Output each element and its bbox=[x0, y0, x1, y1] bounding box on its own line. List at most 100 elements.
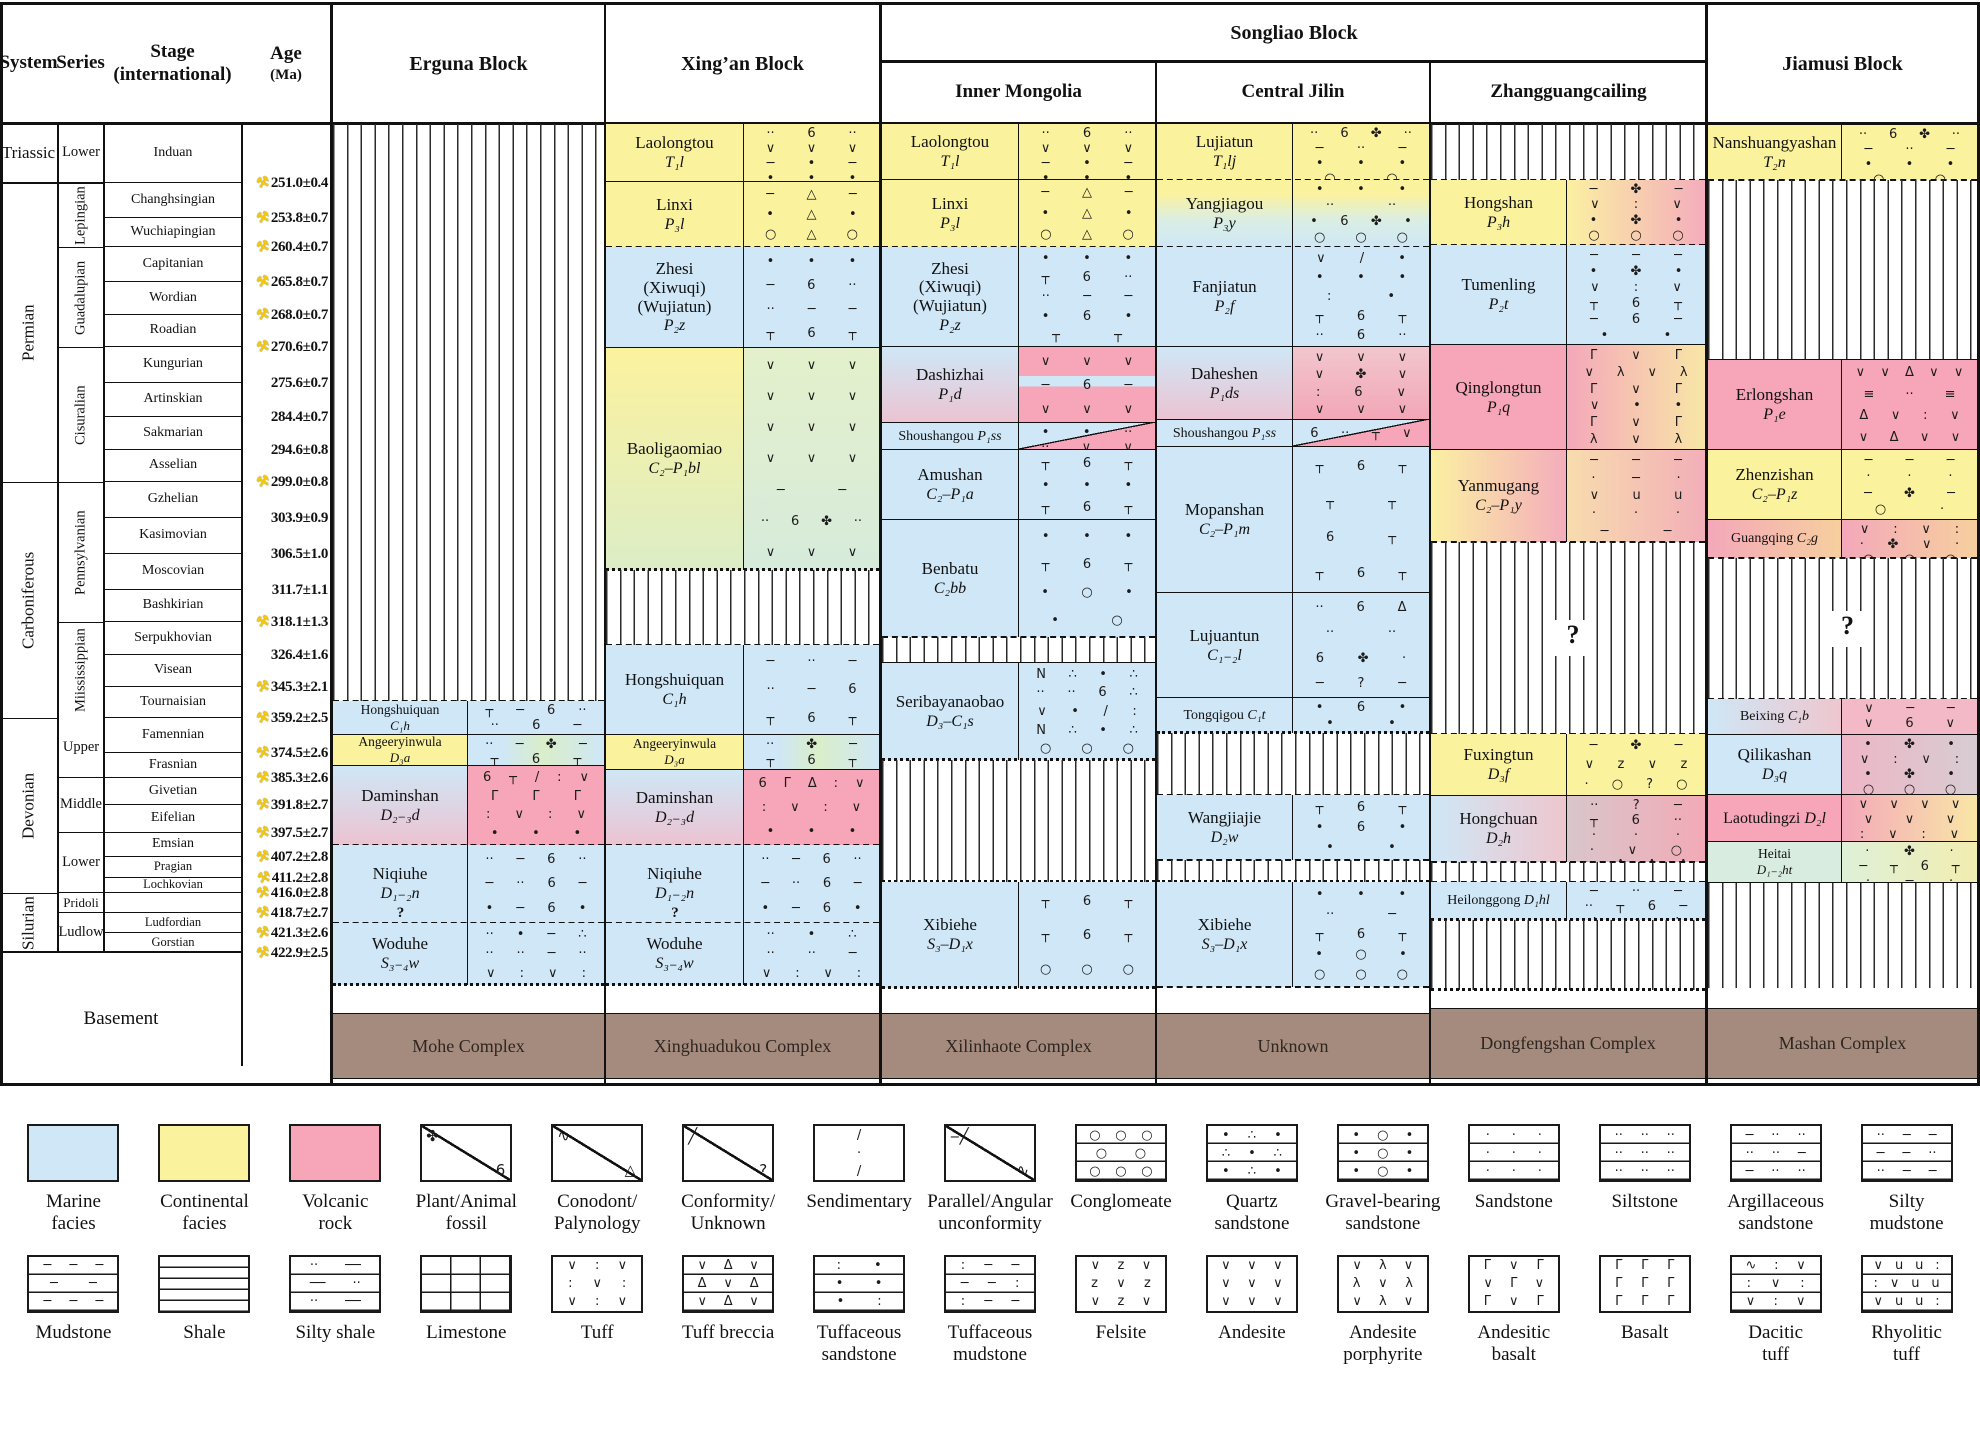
system-cell: Triassic bbox=[0, 124, 57, 183]
legend-swatch: · · · · · · · · · bbox=[1467, 1124, 1560, 1182]
boundary-solid bbox=[333, 734, 604, 735]
lithology-pattern: ─ ─ ─ · ─ · ∨ u u · · · ─ ─ bbox=[1567, 450, 1705, 542]
formation-name: Hongshuiquan bbox=[360, 701, 440, 717]
pattern-row: ┬ 6 ┬ bbox=[1041, 927, 1133, 943]
formation-code: C₂–P₁m bbox=[1198, 521, 1251, 539]
pattern-row: ·· ∨ ∨ bbox=[1041, 440, 1133, 450]
pattern-row: ─ ·· ─ bbox=[1315, 141, 1407, 156]
pattern-row: : ∨ u u bbox=[1873, 1276, 1940, 1292]
formation-code: P₂f bbox=[1214, 298, 1235, 316]
hammer-icon: ⚒ bbox=[255, 473, 271, 491]
formation-code: S₃₋₄w bbox=[655, 955, 694, 973]
boundary-solid bbox=[333, 765, 604, 766]
lithology-pattern: ∨:∨:·✤∨·○○○ bbox=[1842, 520, 1977, 558]
formation-name: Amushan bbox=[917, 465, 983, 485]
stage-cell: Bashkirian bbox=[105, 590, 241, 622]
boundary-dashed bbox=[1157, 986, 1429, 988]
pattern-row: ·· • ─ ∴ bbox=[485, 927, 587, 943]
pattern-row: ∨ ∨ ∨ bbox=[765, 420, 858, 436]
pattern-row: ┬ 6 ┬ bbox=[1315, 459, 1407, 475]
legend-item: ∨ z ∨ z ∨ z ∨ z ∨ Felsite bbox=[1056, 1254, 1187, 1344]
stage-cell: Visean bbox=[105, 655, 241, 687]
legend-item: : ─ ─ ─ ─:: ─ ─ Tuffaceous mudstone bbox=[925, 1254, 1056, 1366]
formation-code: C₁h bbox=[662, 691, 687, 709]
pattern-row: ··── bbox=[766, 302, 857, 318]
grid-line bbox=[1429, 63, 1431, 1085]
series-cell: Upper bbox=[59, 718, 103, 778]
pattern-row: ─ ─ bbox=[776, 482, 847, 498]
pattern-row: ∿∨:∨ bbox=[1848, 731, 1971, 735]
pattern-row: λ ∨ λ bbox=[1589, 432, 1683, 448]
pattern-row: ─ 6 ·· bbox=[766, 277, 857, 293]
pattern-row: ┬ 6 ┬ bbox=[766, 326, 857, 342]
grid-line bbox=[241, 124, 243, 1066]
pattern-row: ─? ─ bbox=[1315, 675, 1407, 691]
pattern-row: 6 ✤ · bbox=[1315, 650, 1407, 666]
lithology-pattern: ─ ✤ ─ ∨: ∨ • ✤ • ○ ○ ○ bbox=[1567, 180, 1705, 245]
pattern-row: ─ △ ─ bbox=[1041, 185, 1133, 200]
boundary-solid bbox=[1708, 519, 1977, 520]
lithology-pattern: ┬ ─ 6 ·· ·· 6 ─ bbox=[468, 701, 604, 735]
legend-item: • ○ • • ○ • • ○ • Gravel-bearing sandstone bbox=[1317, 1124, 1448, 1235]
formation-code: D₃a bbox=[389, 750, 411, 766]
legend-item: ─ ─ ─ ─ ─ ─ ─ ─ Mudstone bbox=[8, 1254, 139, 1344]
pattern-row: ○○○ bbox=[1862, 782, 1957, 795]
question-mark: ? bbox=[671, 905, 679, 921]
pattern-row: ┬ 6 ┬ bbox=[1041, 499, 1133, 515]
pattern-row: • ✤ • bbox=[1864, 767, 1955, 782]
pattern-row: ∨ λ ∨ λ bbox=[1584, 364, 1688, 380]
formation-name: Wangjiajie bbox=[1187, 807, 1262, 827]
lithology-pattern: ∨ ∨ Δ ∨ ∨ ≡ ·· ≡ Δ ∨: ∨ ∨ Δ ∨ ∨ bbox=[1842, 360, 1977, 450]
lithology-pattern: • • • ─ 6 ·· ·· ─ ─ ┬ 6 ┬ bbox=[744, 247, 879, 348]
formation-code: D₁₋₂n bbox=[380, 885, 420, 903]
pattern-row: • 6 • bbox=[1041, 308, 1133, 324]
gap-no-record bbox=[333, 124, 604, 701]
lithology-pattern: 6 ┬ /: ∨ Γ Γ Γ: ∨: ∨ • • • bbox=[468, 766, 604, 845]
formation-name: Xibiehe bbox=[1197, 914, 1252, 934]
pattern-row: ∨ z ∨ z bbox=[1584, 757, 1688, 773]
formation-name: Qilikashan bbox=[1737, 745, 1812, 765]
legend-swatch: ✤ 6 bbox=[420, 1124, 513, 1182]
pattern-row: ·· ·· bbox=[1325, 198, 1397, 214]
formation-label: Linxi P₃l bbox=[882, 180, 1019, 247]
gap-no-record bbox=[882, 760, 1155, 882]
formation-woduhe: Woduhe S₃₋₄w ·· • ∴ ·· ·· ─ ∨: ∨: bbox=[606, 923, 879, 985]
pattern-row: ∨ ∨ ∨ bbox=[765, 358, 858, 374]
pattern-row: ○ · bbox=[1874, 502, 1945, 518]
formation-nanshuangyashan: Nanshuangyashan T₂n ·· 6 ✤ ·· ─ ·· ─ • • • ○ ○ bbox=[1708, 125, 1977, 180]
pattern-row: ·· ·· ─ bbox=[1745, 1145, 1806, 1161]
legend-swatch: : ─ ─ ─ ─:: ─ ─ bbox=[944, 1254, 1037, 1313]
lithology-pattern: • • • ·· ─ ┬ 6 ┬ • ○ • ○ ○ ○ bbox=[1293, 882, 1429, 987]
lithology-pattern: ·· • ∴ ·· ·· ─ ∨: ∨: bbox=[744, 923, 879, 985]
pattern-row: ∨ ∨ ∨ bbox=[1040, 401, 1134, 417]
legend-item: ·· ── ── ·· ·· ── Silty shale bbox=[270, 1254, 401, 1344]
legend-swatch: Γ ∨ Γ ∨ Γ ∨ Γ ∨ Γ bbox=[1467, 1254, 1560, 1313]
formation-label: Fanjiatun P₂f bbox=[1157, 247, 1293, 347]
stage-cell: Wordian bbox=[105, 282, 241, 315]
pattern-row: ∨ ∨ ∨ bbox=[1863, 812, 1956, 827]
legend-item: ·· ·· ·· ·· ·· ·· ·· ·· ·· Siltstone bbox=[1579, 1124, 1710, 1213]
legend-symbol-bottom-right: 6 bbox=[495, 1161, 506, 1179]
pattern-row: ─ ·· ─ bbox=[1864, 142, 1955, 157]
pattern-row: ··? ─ bbox=[1590, 798, 1682, 813]
formation-label: Xibiehe S₃–D₁x bbox=[882, 882, 1019, 988]
stage-cell: Induan bbox=[105, 124, 241, 183]
gap-no-record bbox=[882, 637, 1155, 663]
grid-line bbox=[1977, 2, 1980, 1086]
age-label: 294.6±0.8 bbox=[270, 441, 329, 458]
pattern-row: ∨ ∨ ∨ bbox=[765, 389, 858, 405]
formation-angeeryinwula: Angeeryinwula D₃a ·· ✤ ─ ┬ 6 ┬ bbox=[606, 735, 879, 770]
legend-label: Conodont/ Palynology bbox=[553, 1191, 641, 1234]
lithology-pattern: ∨ ∨ ∨ ∨ ∨ ∨ ∨: ∨: ∨ bbox=[1842, 795, 1977, 842]
formation-code: P₁d bbox=[938, 386, 962, 404]
legend-swatch: ∨ z ∨ z ∨ z ∨ z ∨ bbox=[1074, 1254, 1167, 1313]
formation-zhenzishan: Zhenzishan C₂–P₁z ─ ─ ─ · · · ─ ✤ ─ ○ · bbox=[1708, 450, 1977, 520]
formation-name: Daminshan bbox=[361, 785, 439, 805]
boundary-solid bbox=[1431, 344, 1705, 345]
pattern-row: • • • bbox=[1041, 528, 1133, 544]
system-cell: Permian bbox=[0, 183, 57, 482]
pattern-row: ∨ u u: bbox=[1873, 1258, 1940, 1274]
pattern-row: • • bbox=[1326, 840, 1396, 856]
column-header-jiamusi-block: Jiamusi Block bbox=[1782, 52, 1903, 75]
legend-item: Limestone bbox=[401, 1254, 532, 1344]
